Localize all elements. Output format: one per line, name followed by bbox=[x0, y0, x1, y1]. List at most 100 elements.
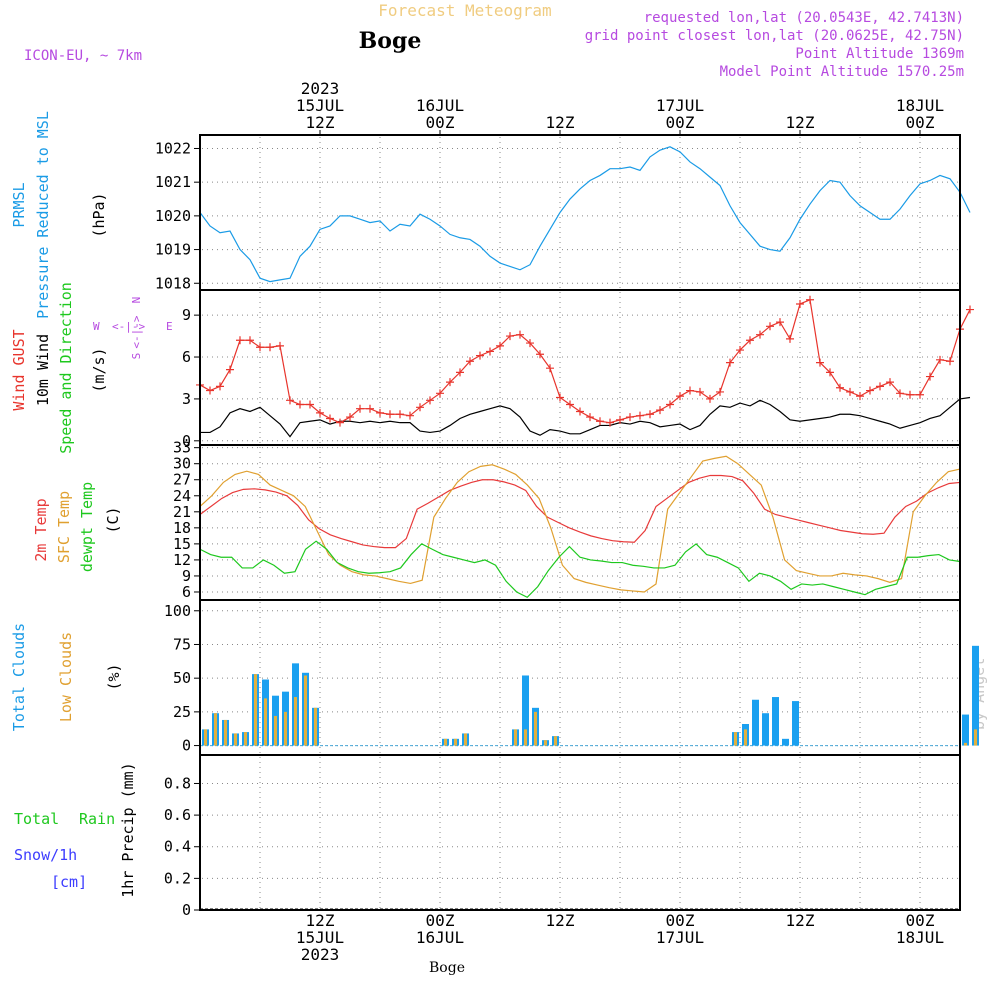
wind-gust-marker bbox=[676, 392, 684, 401]
clouds-panel-labels: Total Clouds Low Clouds (%) bbox=[10, 623, 123, 731]
wind-gust-marker bbox=[846, 387, 854, 396]
wind-gust-marker bbox=[916, 390, 924, 399]
wind-gust-marker bbox=[696, 387, 704, 396]
wind-gust-marker bbox=[336, 418, 344, 427]
temp-sfc-line bbox=[199, 455, 961, 593]
wind-gust-marker bbox=[446, 378, 454, 387]
time-label-bottom: 18JUL bbox=[896, 928, 944, 947]
wind-panel-labels: Wind GUST 10m Wind Speed and Direction (… bbox=[10, 282, 108, 454]
station-name: Boge bbox=[359, 28, 422, 54]
wind-gust-marker bbox=[886, 378, 894, 387]
wind-label-10m: 10m Wind bbox=[34, 334, 52, 406]
compass-south: S bbox=[130, 353, 143, 360]
wind-gust-marker bbox=[216, 382, 224, 391]
low-cloud-bar bbox=[214, 713, 217, 746]
low-cloud-bar bbox=[294, 697, 297, 746]
y-tick-label: 0 bbox=[182, 737, 191, 755]
wind-gust-marker bbox=[646, 410, 654, 419]
wind-gust-marker bbox=[766, 322, 774, 331]
y-tick-label: 0 bbox=[182, 901, 191, 919]
wind-gust-line bbox=[199, 298, 971, 424]
wind-gust-marker bbox=[926, 372, 934, 381]
wind-gust-marker bbox=[326, 414, 334, 423]
footer-station: Boge bbox=[429, 960, 465, 976]
precip-label-snow: Snow/1h bbox=[14, 846, 77, 864]
total-cloud-bar bbox=[782, 738, 789, 746]
clouds-label-total: Total Clouds bbox=[10, 623, 28, 731]
wind-gust-marker bbox=[426, 396, 434, 405]
wind-gust-marker bbox=[316, 408, 324, 417]
point-altitude: Point Altitude 1369m bbox=[795, 46, 964, 62]
y-tick-label: 0.6 bbox=[164, 806, 191, 824]
total-cloud-bar bbox=[772, 697, 779, 746]
time-label-top: 00Z bbox=[426, 113, 455, 132]
wind-gust-marker bbox=[416, 403, 424, 412]
total-cloud-bar bbox=[792, 701, 799, 746]
y-tick-label: 0.4 bbox=[164, 838, 191, 856]
wind-gust-marker bbox=[226, 365, 234, 374]
wind-gust-marker bbox=[816, 358, 824, 367]
y-tick-label: 3 bbox=[182, 390, 191, 408]
y-tick-label: 30 bbox=[173, 455, 191, 473]
wind-gust-marker bbox=[786, 334, 794, 343]
wind-gust-marker bbox=[656, 406, 664, 415]
pressure-line bbox=[199, 146, 971, 283]
y-tick-label: 24 bbox=[173, 487, 191, 505]
total-cloud-bar bbox=[752, 699, 759, 746]
temp-label-2m: 2m Temp bbox=[32, 498, 50, 561]
pressure-label-msl: Pressure Reduced to MSL bbox=[34, 111, 52, 319]
wind-gust-marker bbox=[376, 408, 384, 417]
time-label-top: 00Z bbox=[666, 113, 695, 132]
total-cloud-bar bbox=[962, 714, 969, 746]
y-tick-label: 6 bbox=[182, 583, 191, 601]
y-tick-label: 50 bbox=[173, 669, 191, 687]
time-label-bottom: 12Z bbox=[546, 911, 575, 930]
wind-gust-marker bbox=[626, 413, 634, 422]
wind-gust-marker bbox=[526, 339, 534, 348]
low-cloud-bar bbox=[744, 729, 747, 746]
grid-point-coords: grid point closest lon,lat (20.0625E, 42… bbox=[585, 28, 964, 44]
low-cloud-bar bbox=[274, 715, 277, 746]
precip-label-unit: 1hr Precip (mm) bbox=[119, 762, 137, 897]
wind-gust-marker bbox=[206, 386, 214, 395]
y-tick-label: 9 bbox=[182, 567, 191, 585]
temp-label-dewpt: dewpt Temp bbox=[78, 482, 96, 572]
total-cloud-bar bbox=[972, 645, 979, 746]
wind-gust-marker bbox=[686, 386, 694, 395]
compass-east: E bbox=[166, 320, 173, 333]
time-label-bottom: 17JUL bbox=[656, 928, 704, 947]
wind-gust-marker bbox=[836, 383, 844, 392]
low-cloud-bar bbox=[244, 732, 247, 746]
wind-gust-marker bbox=[966, 305, 974, 314]
compass-arrow-v: <-|-> bbox=[130, 315, 143, 348]
wind-gust-marker bbox=[556, 393, 564, 402]
y-tick-label: 27 bbox=[173, 471, 191, 489]
wind-gust-marker bbox=[256, 343, 264, 352]
wind-gust-marker bbox=[246, 336, 254, 345]
low-cloud-bar bbox=[534, 711, 537, 746]
temp-2m-line bbox=[199, 474, 961, 549]
wind-gust-marker bbox=[796, 299, 804, 308]
low-cloud-bar bbox=[464, 733, 467, 746]
time-label-top: 15JUL bbox=[296, 96, 344, 115]
y-tick-label: 9 bbox=[182, 306, 191, 324]
wind-gust-marker bbox=[366, 404, 374, 413]
wind-gust-marker bbox=[586, 413, 594, 422]
y-tick-label: 0 bbox=[182, 432, 191, 450]
low-cloud-bar bbox=[254, 674, 257, 746]
wind-gust-marker bbox=[346, 413, 354, 422]
y-tick-label: 75 bbox=[173, 635, 191, 653]
low-cloud-bar bbox=[224, 719, 227, 746]
wind-gust-marker bbox=[546, 364, 554, 373]
low-cloud-bar bbox=[264, 698, 267, 746]
wind-label-unit: (m/s) bbox=[90, 347, 108, 392]
wind-gust-marker bbox=[906, 390, 914, 399]
pressure-label-prmsl: PRMSL bbox=[10, 182, 28, 227]
wind-gust-marker bbox=[716, 387, 724, 396]
y-tick-label: 0.2 bbox=[164, 869, 191, 887]
y-tick-label: 12 bbox=[173, 551, 191, 569]
y-tick-label: 1022 bbox=[155, 139, 191, 157]
wind-gust-marker bbox=[296, 400, 304, 409]
y-tick-label: 25 bbox=[173, 703, 191, 721]
